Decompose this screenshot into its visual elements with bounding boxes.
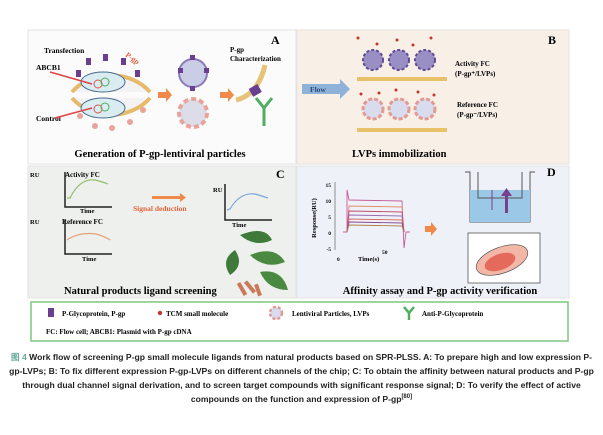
activity-flow-cell: Activity FC (P-gp⁺/LVPs)	[356, 36, 496, 81]
panel-b-letter: B	[548, 33, 556, 47]
cell-illustration	[49, 54, 152, 131]
panel-a-title: Generation of P-gp-lentiviral particles	[74, 149, 245, 160]
panel-a-letter: A	[271, 33, 280, 47]
tcm-molecule-icon	[157, 310, 163, 316]
panel-b	[296, 29, 570, 165]
activity-fc-label: Activity FC	[455, 60, 490, 68]
antibody-icon	[403, 306, 415, 320]
y-tick: -5	[326, 247, 331, 253]
panel-b-title: LVPs immobilization	[352, 149, 447, 160]
reference-fc-sub: (P-gp⁻/LVPs)	[457, 111, 498, 119]
panel-c-content: C RU Activity FC Time RU Reference FC Ti…	[30, 167, 288, 297]
panel-c-letter: C	[276, 167, 285, 181]
time-label: Time	[80, 208, 94, 215]
panel-d-content: D 15 10 5 0 -5 Response(RU) 0 50 Time(s)	[311, 165, 556, 297]
arrow-icon	[220, 88, 234, 102]
p-glycoprotein-icon	[48, 308, 54, 317]
caption-reference: [80]	[401, 394, 413, 401]
legend-item: Anti-P-Glycoprotein	[403, 306, 483, 320]
panel-a-content: A Transfection ABCB1 Control P-gp P-gp C…	[36, 33, 281, 160]
ru-label: RU	[30, 219, 40, 226]
transwell-illustration	[465, 171, 535, 223]
x-axis-label: Time(s)	[358, 256, 379, 263]
panel-d-letter: D	[547, 165, 556, 179]
antibody-icon	[254, 97, 274, 126]
legend-item: P-Glycoprotein, P-gp	[48, 308, 125, 318]
arrow-icon	[158, 88, 172, 102]
legend-note: FC: Flow cell; ABCB1: Plasmid with P-gp …	[46, 328, 192, 336]
y-axis-label: Response(RU)	[311, 198, 318, 238]
arrow-icon	[152, 196, 180, 199]
panel-d-title: Affinity assay and P-gp activity verific…	[343, 286, 538, 297]
arrow-icon	[425, 222, 437, 236]
panel-c-title: Natural products ligand screening	[64, 286, 218, 297]
flow-arrow: Flow	[302, 79, 350, 99]
time-label: Time	[82, 256, 96, 263]
reference-sensorgram: RU Reference FC Time	[30, 218, 112, 263]
time-label: Time	[232, 222, 246, 229]
activity-fc-sub: (P-gp⁺/LVPs)	[455, 70, 496, 78]
lentiviral-particle-icon	[268, 305, 284, 321]
x-tick: 0	[337, 257, 340, 263]
activity-sensorgram: RU Activity FC Time	[30, 171, 112, 215]
legend: P-Glycoprotein, P-gp TCM small molecule …	[30, 301, 569, 342]
reference-fc-label: Reference FC	[457, 101, 498, 109]
control-label: Control	[36, 114, 61, 123]
ru-label: RU	[213, 187, 223, 194]
legend-item: TCM small molecule	[157, 310, 228, 318]
p-glycoprotein-icon	[248, 84, 262, 97]
legend-label: P-Glycoprotein, P-gp	[62, 310, 125, 318]
control-lvp-particle	[177, 97, 209, 129]
x-tick: 50	[382, 250, 388, 256]
panel-b-content: B Flow Activity FC (P-gp⁺/LVPs) Referenc…	[302, 33, 556, 160]
activity-fc-label: Activity FC	[65, 171, 100, 179]
y-tick: 5	[328, 215, 331, 221]
y-tick: 15	[326, 183, 332, 189]
flow-cytometry-plot	[467, 232, 541, 284]
caption-text: Work flow of screening P-gp small molecu…	[9, 352, 594, 404]
characterization-label-2: Characterization	[230, 55, 281, 63]
ru-label: RU	[30, 172, 40, 179]
legend-item: Lentiviral Particles, LVPs	[268, 305, 370, 321]
flow-label: Flow	[310, 85, 326, 94]
legend-label: TCM small molecule	[166, 310, 228, 318]
arrow-head	[180, 193, 186, 202]
reference-flow-cell: Reference FC (P-gp⁻/LVPs)	[357, 88, 498, 132]
deducted-sensorgram: RU Time	[213, 184, 272, 229]
transfection-label: Transfection	[44, 46, 85, 55]
legend-label: Anti-P-Glycoprotein	[422, 310, 483, 318]
y-tick: 0	[328, 231, 331, 237]
figure-label: 图 4	[11, 352, 27, 362]
reference-fc-label: Reference FC	[62, 218, 103, 226]
legend-label: Lentiviral Particles, LVPs	[292, 310, 370, 318]
pgp-lvp-particle	[178, 55, 209, 91]
characterization-label-1: P-gp	[230, 46, 244, 54]
workflow-figure: A Transfection ABCB1 Control P-gp P-gp C…	[27, 29, 570, 342]
y-tick: 10	[326, 199, 332, 205]
abcb1-label: ABCB1	[36, 63, 61, 72]
figure-caption: 图 4 Work flow of screening P-gp small mo…	[8, 350, 595, 406]
signal-deduction-label: Signal deduction	[133, 204, 187, 213]
affinity-sensorgram: 15 10 5 0 -5 Response(RU) 0 50 Time(s)	[311, 182, 410, 263]
plant-illustration	[226, 231, 288, 297]
